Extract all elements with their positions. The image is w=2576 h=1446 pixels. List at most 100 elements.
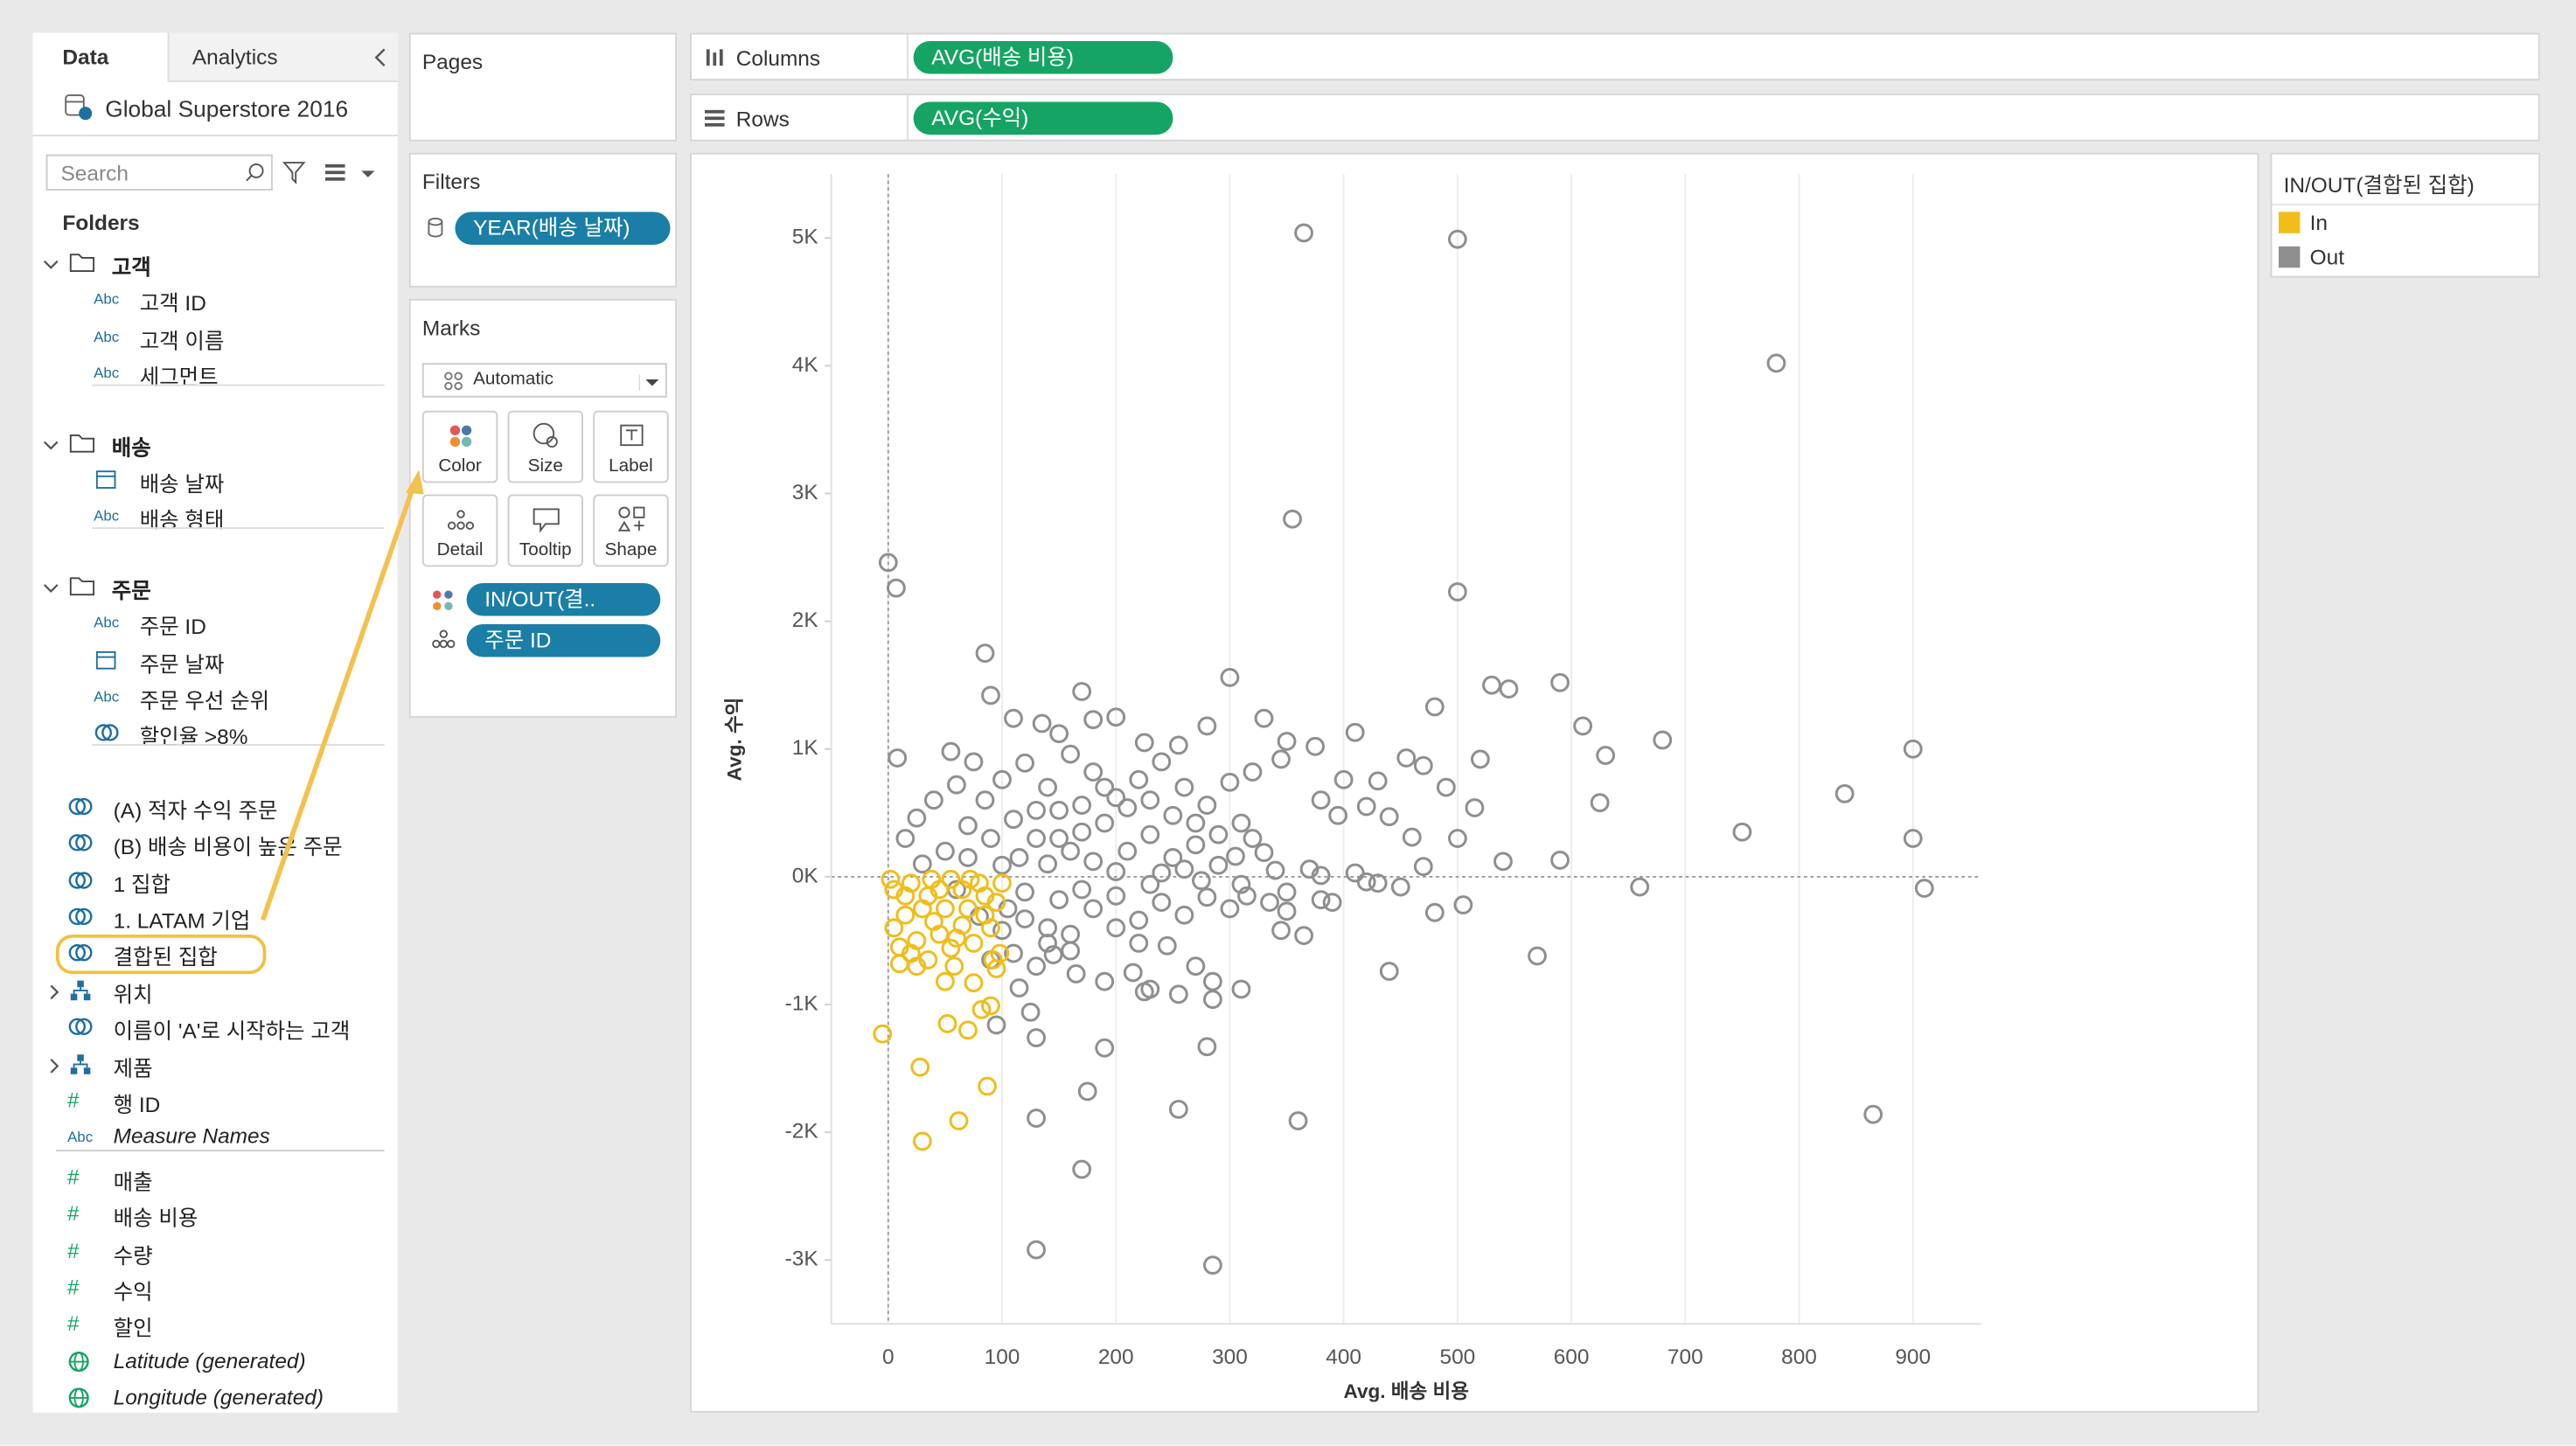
collapse-chevron[interactable] <box>43 256 59 273</box>
field[interactable]: 위치 <box>113 982 153 1007</box>
field[interactable]: (B) 배송 비용이 높은 주문 <box>113 834 343 859</box>
data-point <box>1027 1240 1046 1260</box>
data-point <box>1197 796 1217 815</box>
data-point <box>1038 918 1057 938</box>
y-tick-label: 3K <box>792 481 818 504</box>
mark-button[interactable]: Color <box>421 410 498 483</box>
field[interactable]: 고객 이름 <box>139 328 225 353</box>
legend-swatch <box>2278 212 2301 233</box>
field[interactable]: 할인율 >8% <box>139 725 248 750</box>
folder-name[interactable]: 주문 <box>111 577 151 603</box>
field[interactable]: 수익 <box>113 1279 153 1304</box>
field[interactable]: 수량 <box>113 1242 153 1268</box>
legend-label[interactable]: In <box>2309 210 2329 235</box>
mark-button[interactable]: Detail <box>421 494 498 567</box>
field-type-icon <box>68 834 93 852</box>
legend-label[interactable]: Out <box>2309 244 2345 270</box>
tab[interactable]: Analytics <box>167 32 398 82</box>
data-point <box>1499 679 1519 699</box>
collapse-chevron[interactable] <box>43 580 59 596</box>
field[interactable]: 배송 형태 <box>139 508 225 533</box>
column-pill[interactable]: AVG(배송 비용) <box>913 40 1173 74</box>
mark-type-dropdown[interactable]: Automatic <box>421 363 667 398</box>
x-tick-label: 300 <box>1212 1345 1248 1369</box>
data-point <box>949 1111 969 1130</box>
collapse-icon[interactable] <box>372 47 389 67</box>
data-point <box>1140 979 1160 999</box>
data-point <box>1061 941 1081 961</box>
data-point <box>1049 800 1069 820</box>
field[interactable]: 매출 <box>113 1169 153 1194</box>
highlight-outline <box>55 935 267 975</box>
columns-icon <box>706 49 723 66</box>
field[interactable]: 고객 ID <box>139 291 206 316</box>
filters-shelf: Filters YEAR(배송 날짜) <box>408 152 678 288</box>
field[interactable]: 1. LATAM 기업 <box>113 907 251 934</box>
data-point <box>1106 707 1126 727</box>
collapse-chevron[interactable] <box>43 436 59 453</box>
field[interactable]: 행 ID <box>113 1092 161 1117</box>
expand-chevron[interactable] <box>46 984 63 1000</box>
mark-button[interactable]: Size <box>507 410 583 483</box>
data-point <box>1732 822 1752 842</box>
search-box[interactable]: Search <box>45 154 273 191</box>
x-tick-label: 700 <box>1667 1345 1703 1369</box>
field[interactable]: 이름이 'A'로 시작하는 고객 <box>113 1018 351 1044</box>
data-point <box>1004 708 1023 728</box>
data-point <box>1197 887 1217 907</box>
tab-active[interactable]: Data <box>32 32 168 82</box>
db-icon <box>428 217 443 238</box>
data-point <box>1038 854 1057 874</box>
y-tick-label: 0K <box>792 864 818 887</box>
field[interactable]: 배송 날짜 <box>139 471 225 497</box>
field[interactable]: 1 집합 <box>113 871 171 897</box>
data-point <box>1220 772 1240 792</box>
mark-button[interactable]: Shape <box>593 494 669 567</box>
field[interactable]: (A) 적자 수익 주문 <box>113 797 278 823</box>
data-point <box>936 841 955 861</box>
field[interactable]: 주문 날짜 <box>139 651 225 677</box>
data-point <box>1061 744 1081 764</box>
row-pill[interactable]: AVG(수익) <box>913 101 1173 136</box>
field[interactable]: 제품 <box>113 1055 153 1081</box>
mark-button[interactable]: Tooltip <box>507 494 583 567</box>
field[interactable]: 주문 ID <box>139 615 206 640</box>
data-point <box>1140 824 1160 845</box>
datasource-name[interactable]: Global Superstore 2016 <box>105 94 349 122</box>
data-point <box>1095 813 1115 833</box>
view-pane: 0 100 200 300 400 500 600 700 800 900 -3K -2K -1K 0K 1… <box>690 152 2259 1413</box>
data-point <box>1015 882 1034 902</box>
data-point <box>1208 824 1229 845</box>
toolbar-icons[interactable] <box>282 161 381 187</box>
mark-button[interactable]: Label <box>593 410 669 483</box>
data-point <box>1106 918 1126 938</box>
field[interactable]: Measure Names <box>113 1123 270 1150</box>
field[interactable]: Longitude (generated) <box>113 1385 324 1410</box>
field[interactable]: 주문 우선 순위 <box>139 688 270 713</box>
shelf-title: Filters <box>421 169 481 194</box>
data-point <box>1106 886 1126 906</box>
data-point <box>947 775 966 795</box>
field[interactable]: 세그먼트 <box>139 365 219 390</box>
x-axis-title: Avg. 배송 비용 <box>1344 1380 1469 1402</box>
shelf-title: Marks <box>421 315 481 340</box>
folder-name[interactable]: 고객 <box>111 254 151 280</box>
data-point <box>1277 901 1297 921</box>
x-tick-label: 200 <box>1098 1345 1134 1369</box>
field[interactable]: 결합된 집합 <box>113 945 218 970</box>
data-point <box>981 829 1000 848</box>
field-type-icon <box>68 944 93 963</box>
color-pill[interactable]: IN/OUT(결.. <box>466 582 661 616</box>
data-point <box>1231 874 1251 894</box>
folder-name[interactable]: 배송 <box>111 434 151 460</box>
field[interactable]: Latitude (generated) <box>113 1348 306 1373</box>
detail-pill[interactable]: 주문 ID <box>466 623 661 657</box>
filter-pill[interactable]: YEAR(배송 날짜) <box>455 212 671 245</box>
field[interactable]: 할인 <box>113 1316 153 1341</box>
scatter-chart: 0 100 200 300 400 500 600 700 800 900 -3K -2K -1K 0K 1… <box>724 174 1981 1402</box>
data-point <box>1061 841 1081 861</box>
pill-icons <box>432 590 456 649</box>
data-point <box>1630 877 1650 897</box>
expand-chevron[interactable] <box>46 1057 63 1074</box>
field[interactable]: 배송 비용 <box>113 1206 198 1231</box>
